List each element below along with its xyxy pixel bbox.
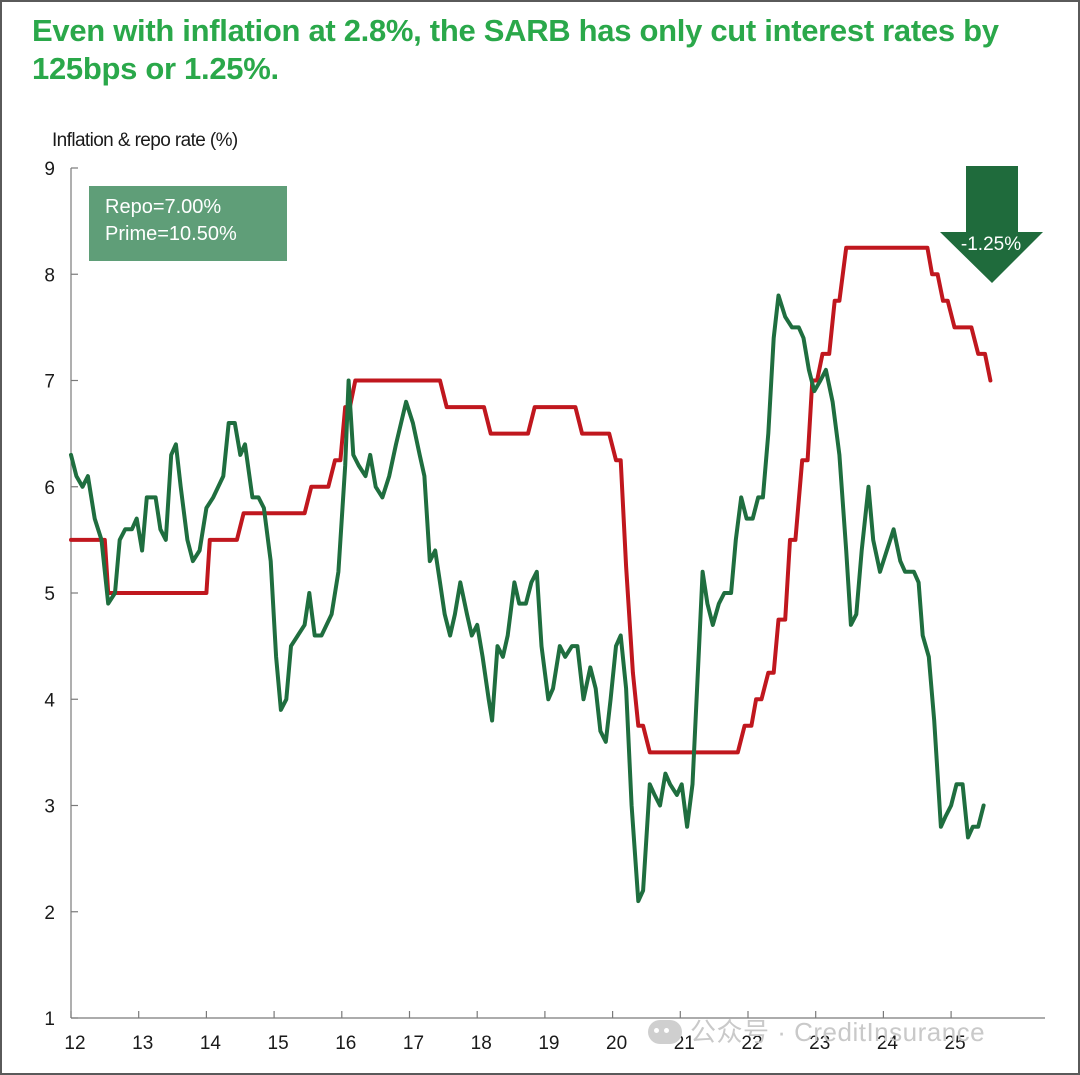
repo-prime-annotation: Repo=7.00% Prime=10.50% <box>89 186 287 261</box>
y-tick-label: 9 <box>44 159 55 180</box>
y-tick-label: 4 <box>44 690 55 711</box>
x-tick-label: 18 <box>471 1033 492 1054</box>
x-tick-label: 12 <box>64 1033 85 1054</box>
x-tick-label: 13 <box>132 1033 153 1054</box>
chart-title: Even with inflation at 2.8%, the SARB ha… <box>32 13 999 86</box>
y-tick-label: 8 <box>44 265 55 286</box>
x-tick-label: 23 <box>809 1033 830 1054</box>
rate-cut-label: -1.25% <box>961 234 1021 255</box>
x-tick-label: 22 <box>741 1033 762 1054</box>
y-tick-label: 2 <box>44 903 55 924</box>
x-tick-label: 24 <box>877 1033 899 1054</box>
y-tick-label: 7 <box>44 372 55 393</box>
y-tick-label: 5 <box>44 584 55 605</box>
x-tick-label: 15 <box>268 1033 289 1054</box>
prime-rate-text: Prime=10.50% <box>105 223 237 245</box>
down-arrow-icon <box>940 166 1043 283</box>
x-tick-label: 25 <box>945 1033 966 1054</box>
y-tick-label: 6 <box>44 478 55 499</box>
x-tick-label: 14 <box>200 1033 222 1054</box>
x-tick-label: 16 <box>335 1033 356 1054</box>
x-tick-label: 19 <box>538 1033 559 1054</box>
x-tick-label: 20 <box>606 1033 627 1054</box>
y-tick-label: 3 <box>44 797 55 818</box>
rate-cut-arrow: -1.25% <box>940 166 1043 283</box>
inflation-line <box>69 293 986 904</box>
chart-series <box>69 245 993 904</box>
wechat-icon <box>648 1020 682 1044</box>
y-tick-label: 1 <box>44 1009 55 1030</box>
y-axis-label: Inflation & repo rate (%) <box>52 130 238 151</box>
repo-line <box>69 245 993 755</box>
x-tick-label: 17 <box>403 1033 424 1054</box>
repo-rate-text: Repo=7.00% <box>105 196 222 218</box>
watermark: 公众号 · CreditInsurance <box>648 1012 985 1049</box>
watermark-text: 公众号 · CreditInsurance <box>690 1017 986 1047</box>
